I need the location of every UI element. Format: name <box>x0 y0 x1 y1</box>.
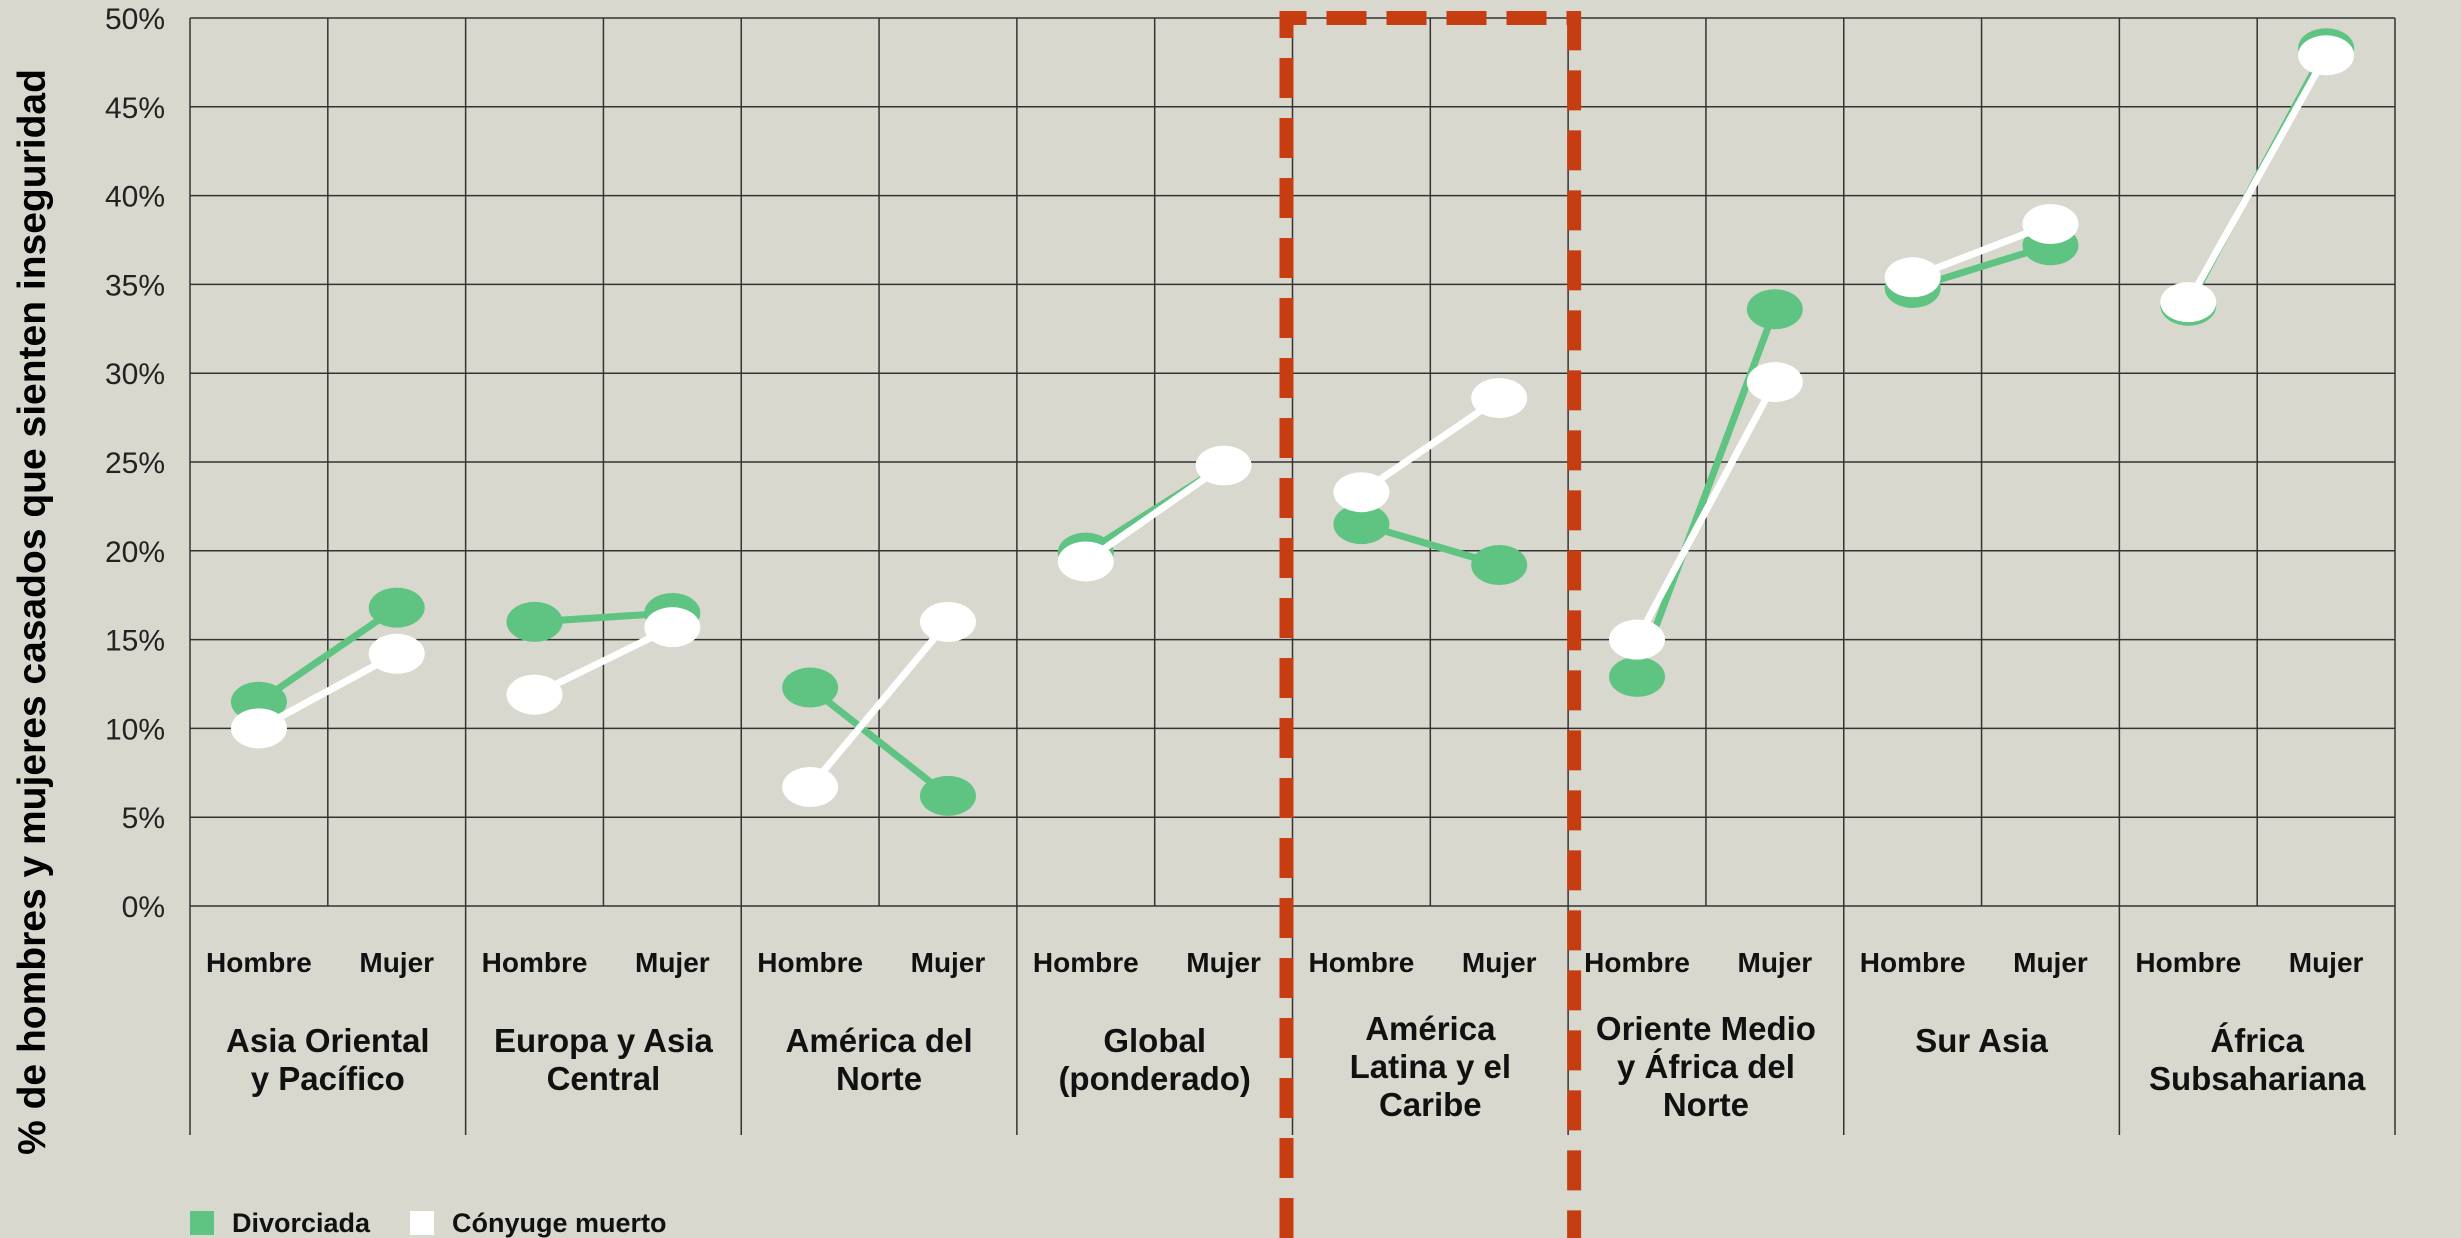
gender-label: Mujer <box>359 947 434 978</box>
series-line <box>806 684 952 800</box>
y-tick-label: 25% <box>105 447 165 480</box>
data-point <box>782 767 839 808</box>
gender-label: Mujer <box>1186 947 1261 978</box>
y-tick-label: 5% <box>122 802 165 835</box>
y-tick-label: 20% <box>105 536 165 569</box>
series-line <box>255 650 401 732</box>
series-line <box>1633 378 1779 644</box>
gender-label: Hombre <box>1309 947 1415 978</box>
data-point <box>1609 619 1666 660</box>
series-layer <box>230 28 2355 816</box>
gender-label: Mujer <box>2013 947 2088 978</box>
data-point <box>1746 362 1803 403</box>
gender-label: Hombre <box>1584 947 1690 978</box>
data-point <box>368 633 425 674</box>
series-line <box>1082 462 1228 565</box>
y-tick-label: 35% <box>105 269 165 302</box>
data-point <box>2022 204 2079 245</box>
region-label: Subsahariana <box>2149 1060 2366 1097</box>
data-point <box>644 607 701 648</box>
legend: Divorciada Cónyuge muerto <box>190 1208 667 1238</box>
highlight-box <box>1279 11 1582 1238</box>
data-point <box>1471 378 1528 419</box>
data-point <box>782 667 839 708</box>
data-point <box>1746 289 1803 330</box>
data-point <box>2160 282 2217 323</box>
region-label: Latina y el <box>1350 1048 1511 1085</box>
data-point <box>919 601 976 642</box>
series-conyuge <box>230 35 2355 808</box>
region-label: (ponderado) <box>1058 1060 1250 1097</box>
gender-label: Mujer <box>1738 947 1813 978</box>
region-label: Norte <box>836 1060 922 1097</box>
region-label: Norte <box>1663 1086 1749 1123</box>
gender-label: Hombre <box>1033 947 1139 978</box>
legend-label: Cónyuge muerto <box>452 1208 667 1238</box>
region-label: y África del <box>1617 1048 1795 1085</box>
y-tick-label: 15% <box>105 625 165 658</box>
data-point <box>1471 545 1528 586</box>
data-point <box>919 775 976 816</box>
gender-label: Hombre <box>2135 947 2241 978</box>
gender-label: Mujer <box>1462 947 1537 978</box>
legend-label: Divorciada <box>232 1208 371 1238</box>
region-label: Central <box>547 1060 661 1097</box>
region-label: Oriente Medio <box>1596 1010 1816 1047</box>
data-point <box>1884 257 1941 298</box>
legend-swatch <box>410 1211 434 1235</box>
gender-label: Mujer <box>911 947 986 978</box>
y-tick-label: 30% <box>105 358 165 391</box>
gender-label: Hombre <box>206 947 312 978</box>
data-point <box>1333 472 1390 513</box>
y-tick-label: 0% <box>122 891 165 924</box>
region-label: Caribe <box>1379 1086 1482 1123</box>
series-line <box>2184 51 2330 306</box>
data-point <box>230 708 287 749</box>
legend-swatch <box>190 1211 214 1235</box>
series-line <box>1357 394 1503 496</box>
y-tick-label: 10% <box>105 713 165 746</box>
data-point <box>368 587 425 628</box>
data-point <box>1609 656 1666 697</box>
region-label: Global <box>1103 1022 1206 1059</box>
region-label: América del <box>786 1022 973 1059</box>
data-point <box>506 674 563 715</box>
region-label: Sur Asia <box>1915 1022 2048 1059</box>
y-axis-ticks: 0% 5% 10% 15% 20% 25% 30% 35% 40% 45% 50% <box>105 3 165 924</box>
highlight-border <box>1279 11 1582 1238</box>
y-tick-label: 50% <box>105 3 165 36</box>
series-line <box>806 618 952 791</box>
data-point <box>2298 35 2355 76</box>
region-label: Europa y Asia <box>494 1022 713 1059</box>
chart-grid <box>189 17 2396 1135</box>
gender-label: Hombre <box>1860 947 1966 978</box>
region-label: África <box>2210 1022 2304 1059</box>
y-tick-label: 45% <box>105 92 165 125</box>
data-point <box>1195 445 1252 486</box>
y-tick-label: 40% <box>105 181 165 214</box>
data-point <box>1333 504 1390 545</box>
data-point <box>1057 541 1114 582</box>
series-line <box>1633 305 1779 681</box>
series-line <box>255 604 401 706</box>
y-axis-label: % de hombres y mujeres casados que sient… <box>11 69 54 1155</box>
gender-label: Hombre <box>757 947 863 978</box>
region-label: América <box>1365 1010 1496 1047</box>
gender-label: Hombre <box>482 947 588 978</box>
region-label: y Pacífico <box>251 1060 405 1097</box>
data-point <box>506 601 563 642</box>
region-label: Asia Oriental <box>226 1022 430 1059</box>
gender-label: Mujer <box>2289 947 2364 978</box>
gender-label: Mujer <box>635 947 710 978</box>
